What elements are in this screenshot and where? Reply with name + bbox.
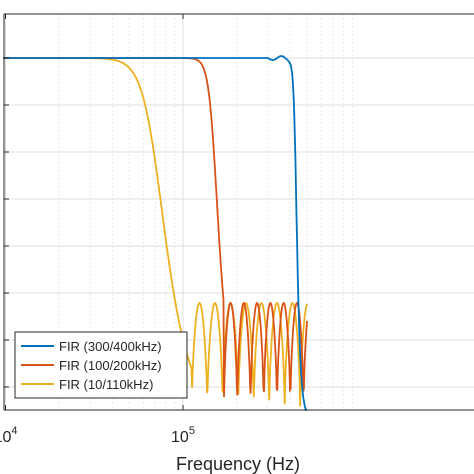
x-axis-label: Frequency (Hz)	[176, 454, 300, 474]
x-ticks: 103104105	[0, 14, 195, 446]
x-tick-label: 104	[0, 425, 17, 446]
legend-label: FIR (10/110kHz)	[59, 377, 153, 392]
x-tick-label: 105	[171, 425, 195, 446]
legend-label: FIR (300/400kHz)	[59, 339, 162, 354]
legend: FIR (300/400kHz) FIR (100/200kHz) FIR (10/…	[14, 331, 188, 399]
legend-label: FIR (100/200kHz)	[59, 358, 162, 373]
series-lines	[3, 55, 308, 411]
series-line-1	[3, 55, 308, 411]
